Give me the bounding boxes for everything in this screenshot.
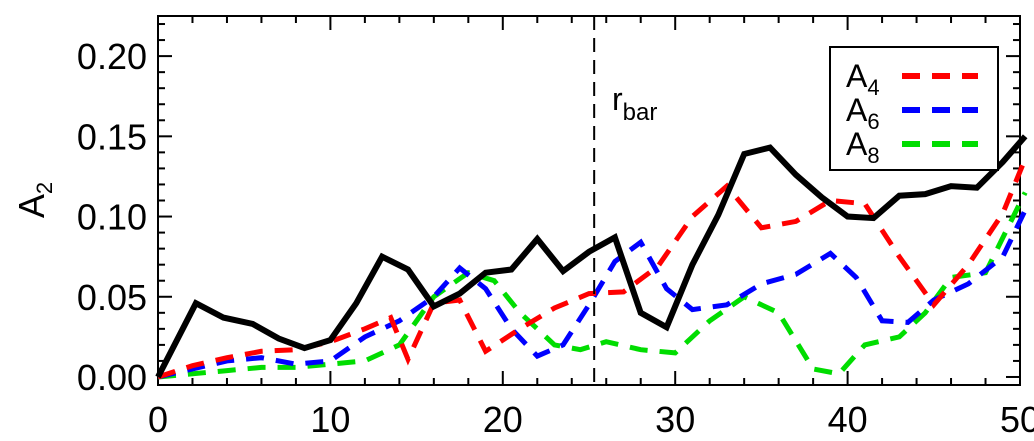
x-tick-labels: 0 10 20 30 40 50 [148,399,1034,440]
x-tick-label: 30 [655,399,695,440]
x-tick-label: 0 [148,399,168,440]
r-bar-label: rbar [612,81,657,126]
axis-ticks [157,16,1021,385]
legend-label: A8 [846,126,880,168]
y-tick-label: 0.20 [77,36,147,77]
legend-label: A4 [846,58,880,100]
y-tick-label: 0.10 [77,197,147,238]
y-axis-title: A2 [11,182,57,218]
y-tick-label: 0.15 [77,116,147,157]
y-tick-label: 0.05 [77,277,147,318]
x-tick-label: 50 [1000,399,1034,440]
x-tick-label: 20 [483,399,523,440]
y-tick-labels: 0.00 0.05 0.10 0.15 0.20 [77,36,147,398]
y-tick-label: 0.00 [77,357,147,398]
legend-label: A6 [846,92,880,134]
series-line-0 [155,134,1028,379]
series-layer [155,134,1028,380]
series-line-3 [157,191,1028,380]
x-tick-label: 10 [310,399,350,440]
x-tick-label: 40 [828,399,868,440]
series-line-2 [157,209,1028,380]
